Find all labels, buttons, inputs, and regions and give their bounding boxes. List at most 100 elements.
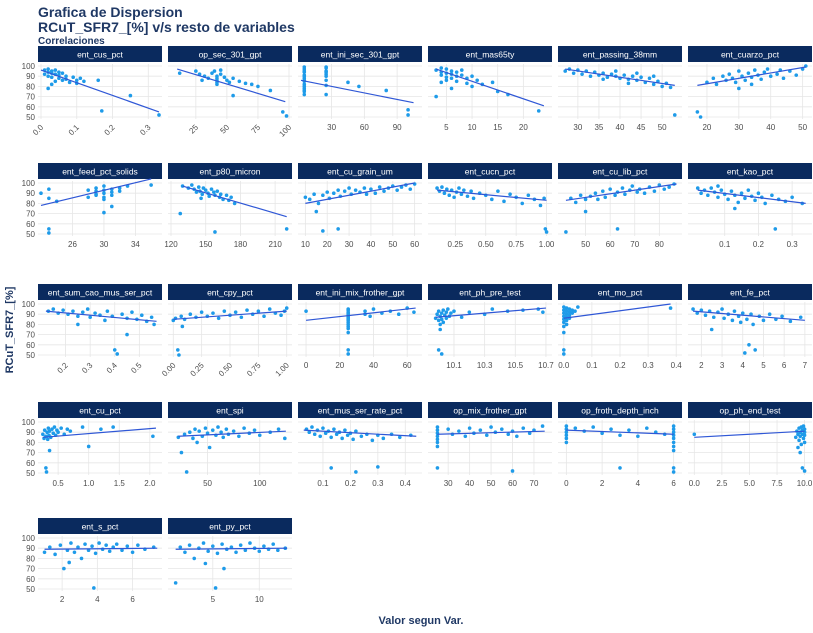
- trend-line: [44, 547, 158, 550]
- panel-strip-label: ent_cu_pct: [79, 406, 121, 416]
- data-point: [112, 348, 117, 352]
- data-point: [671, 470, 676, 474]
- data-point: [229, 545, 234, 549]
- trend-line: [182, 185, 287, 218]
- data-point: [452, 195, 456, 200]
- data-point: [627, 428, 631, 432]
- data-point: [334, 432, 339, 437]
- x-tick-label: 10.5: [507, 361, 523, 370]
- data-point: [790, 195, 794, 200]
- x-tick-label: 60: [360, 123, 369, 132]
- data-point: [396, 312, 401, 317]
- data-point: [578, 193, 583, 198]
- x-tick-label: 0.0: [689, 479, 701, 488]
- x-tick-label: 10.3: [477, 361, 493, 370]
- data-point: [439, 352, 444, 356]
- data-point: [201, 186, 206, 190]
- data-point: [357, 84, 361, 89]
- data-point: [176, 348, 180, 352]
- data-point: [201, 541, 206, 545]
- trend-line: [565, 68, 675, 86]
- panel-strip: [428, 163, 552, 179]
- data-point: [234, 550, 238, 555]
- x-tick-label: 50: [203, 479, 212, 488]
- x-tick-label: 2.0: [144, 479, 156, 488]
- data-point: [444, 67, 449, 71]
- data-point: [797, 438, 801, 443]
- data-point: [74, 78, 79, 83]
- panel-strip-label: ent_cu_lib_pct: [593, 167, 648, 177]
- data-point: [243, 81, 248, 86]
- data-point: [200, 192, 205, 197]
- data-point: [346, 308, 351, 312]
- data-point: [111, 425, 115, 429]
- data-point: [61, 308, 65, 312]
- data-point: [542, 196, 546, 201]
- data-point: [222, 309, 227, 313]
- y-tick-label: 60: [26, 103, 35, 112]
- data-point: [740, 311, 745, 315]
- x-tick-label: 0.3: [80, 360, 95, 375]
- data-point: [211, 544, 215, 548]
- data-point: [284, 114, 289, 118]
- data-point: [622, 73, 627, 77]
- data-point: [737, 86, 741, 91]
- y-tick-label: 100: [22, 179, 36, 188]
- data-point: [467, 310, 472, 314]
- panel-strip: [168, 518, 292, 534]
- panel-ent_cu_grain_um: ent_cu_grain_um 10 20 30 40 50 60: [298, 163, 422, 249]
- data-point: [276, 548, 280, 553]
- panel-ent_cucn_pct: ent_cucn_pct 0.25 0.50 0.75 1.00: [428, 163, 555, 249]
- y-tick-label: 70: [26, 449, 35, 458]
- data-point: [47, 231, 51, 235]
- data-point: [242, 426, 246, 430]
- data-point: [444, 310, 449, 314]
- data-point: [781, 76, 786, 81]
- data-point: [562, 330, 566, 335]
- data-point: [211, 311, 215, 315]
- data-point: [51, 307, 56, 311]
- y-tick-label: 50: [26, 230, 35, 239]
- data-point: [88, 315, 92, 320]
- data-point: [221, 435, 226, 440]
- data-point: [395, 188, 399, 192]
- data-point: [671, 430, 676, 435]
- x-tick-label: 40: [465, 479, 474, 488]
- data-point: [601, 77, 605, 82]
- y-tick-label: 80: [26, 554, 35, 563]
- x-tick-label: 15: [493, 123, 502, 132]
- data-point: [46, 67, 50, 71]
- x-tick-label: 0.4: [400, 479, 412, 488]
- panel-strip: [38, 402, 162, 418]
- y-tick-label: 70: [26, 331, 35, 340]
- data-point: [218, 68, 223, 72]
- y-tick-label: 50: [26, 585, 35, 594]
- data-point: [197, 429, 201, 433]
- data-point: [303, 195, 308, 200]
- data-point: [382, 189, 386, 193]
- panel-ent_mus_ser_rate_pct: ent_mus_ser_rate_pct 0.1 0.2 0.3 0.4: [298, 402, 422, 488]
- data-point: [210, 71, 214, 75]
- data-point: [331, 191, 336, 195]
- data-point: [709, 327, 714, 332]
- data-point: [562, 314, 566, 319]
- data-point: [739, 191, 744, 195]
- data-point: [93, 551, 98, 556]
- data-point: [86, 444, 91, 449]
- trend-line: [697, 66, 806, 86]
- panel-strip-label: ent_cucn_pct: [465, 167, 516, 177]
- x-tick-label: 0.2: [103, 122, 118, 137]
- data-point: [107, 549, 112, 554]
- chart-caption: Correlaciones: [38, 36, 105, 47]
- panel-strip: [688, 46, 812, 62]
- data-point: [76, 545, 80, 549]
- data-point: [182, 432, 187, 437]
- data-point: [373, 191, 378, 195]
- data-point: [359, 434, 364, 439]
- panel-strip: [558, 284, 682, 300]
- data-point: [46, 86, 50, 91]
- panel-ent_spi: ent_spi 50 100: [168, 402, 292, 488]
- panel-ent_ini_mix_frother_gpt: ent_ini_mix_frother_gpt 0 20 40 60: [298, 284, 422, 370]
- data-point: [324, 65, 328, 69]
- data-point: [216, 316, 221, 321]
